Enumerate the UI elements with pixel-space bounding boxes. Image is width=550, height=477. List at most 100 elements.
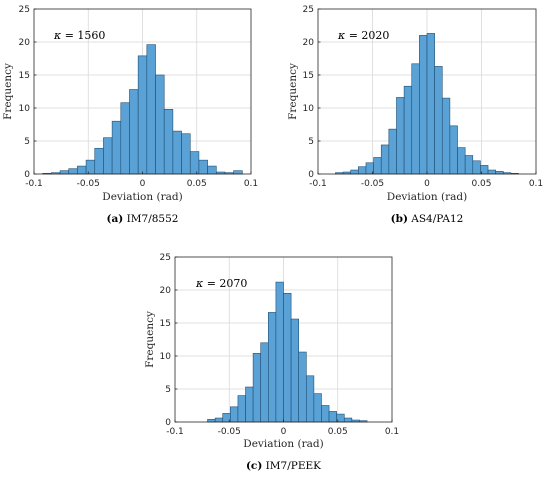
x-tick-label-b: -0.1 (309, 179, 327, 189)
x-tick-label-b: 0.05 (471, 179, 491, 189)
x-tick-label-a: 0 (140, 179, 146, 189)
x-tick-label-b: -0.05 (361, 179, 384, 189)
histogram-bar-a (189, 151, 200, 175)
caption-a: (a) IM7/8552 (107, 213, 179, 225)
histogram-bar-a (59, 170, 70, 175)
y-tick-label-a: 25 (19, 5, 30, 15)
y-axis-label-b: Frequency (287, 63, 299, 120)
histogram-bar-b (358, 166, 367, 175)
histogram-bar-a (103, 137, 113, 175)
histogram-bar-c (298, 351, 307, 423)
histogram-bar-c (237, 395, 246, 423)
histogram-bar-b (350, 169, 359, 175)
histogram-bar-c (328, 411, 337, 423)
histogram-bar-a (137, 55, 148, 175)
histogram-bar-c (283, 292, 292, 423)
histogram-bar-a (120, 102, 130, 175)
x-tick-label-c: -0.1 (166, 427, 184, 437)
histogram-bar-b (388, 128, 397, 175)
y-tick-label-a: 5 (24, 137, 30, 147)
y-tick-label-b: 10 (303, 104, 315, 114)
kappa-annotation-a: κ = 1560 (53, 29, 105, 42)
histogram-bar-a (181, 133, 191, 175)
histogram-bar-c (313, 393, 322, 423)
histogram-bar-a (233, 170, 243, 175)
x-tick-label-a: 0.05 (187, 179, 207, 189)
kappa-annotation-c: κ = 2070 (195, 277, 247, 290)
x-tick-label-a: -0.05 (77, 179, 100, 189)
histogram-bar-b (434, 66, 443, 175)
y-axis-label-a: Frequency (2, 63, 14, 120)
histogram-bar-a (77, 165, 87, 175)
x-tick-label-c: 0 (281, 427, 287, 437)
y-tick-label-c: 10 (160, 352, 172, 362)
y-tick-label-c: 0 (165, 418, 171, 428)
histogram-bar-a (146, 44, 156, 175)
histogram-bar-a (155, 74, 165, 175)
y-tick-label-b: 5 (308, 137, 314, 147)
y-tick-label-a: 0 (24, 170, 30, 180)
bars-a (42, 44, 243, 175)
histogram-bar-b (403, 85, 413, 175)
y-tick-label-c: 15 (160, 319, 171, 329)
y-tick-label-a: 15 (19, 71, 30, 81)
y-tick-label-a: 20 (19, 38, 31, 48)
histogram-bar-a (85, 159, 96, 175)
x-tick-label-c: 0.05 (328, 427, 348, 437)
histogram-bar-c (343, 417, 353, 423)
y-tick-label-c: 25 (160, 253, 171, 263)
x-tick-label-c: 0.1 (385, 427, 399, 437)
histogram-bar-c (260, 342, 269, 423)
y-tick-label-c: 20 (160, 286, 172, 296)
y-tick-label-a: 10 (19, 104, 31, 114)
histogram-bar-c (252, 353, 262, 423)
histogram-bar-c (290, 318, 299, 423)
caption-c: (c) IM7/PEEK (246, 460, 321, 472)
y-tick-label-b: 15 (303, 71, 314, 81)
x-tick-label-c: -0.05 (218, 427, 241, 437)
histogram-bar-b (457, 147, 466, 175)
histogram-bar-b (487, 169, 496, 175)
histogram-bar-b (426, 33, 435, 175)
ticks-c: -0.1 -0.05 0 0.05 0.1 0 5 10 15 20 25 (160, 253, 400, 437)
histogram-bar-c (305, 375, 315, 423)
y-tick-label-c: 5 (165, 385, 171, 395)
histogram-bar-b (411, 63, 420, 175)
x-tick-label-a: 0.1 (244, 179, 258, 189)
ticks-a: -0.1 -0.05 0 0.05 0.1 0 5 10 15 20 25 (19, 5, 259, 189)
histogram-bar-b (380, 144, 390, 175)
x-tick-label-b: 0 (424, 179, 430, 189)
histogram-bar-c (321, 405, 330, 423)
kappa-annotation-b: κ = 2020 (337, 29, 389, 42)
x-tick-label-a: -0.1 (25, 179, 43, 189)
histogram-bar-a (198, 159, 208, 175)
caption-b: (b) AS4/PA12 (391, 213, 464, 225)
ticks-b: -0.1 -0.05 0 0.05 0.1 0 5 10 15 20 25 (303, 5, 544, 189)
histogram-bar-b (472, 160, 481, 175)
histogram-bar-c (268, 312, 277, 423)
histogram-bar-b (449, 125, 458, 175)
x-axis-label-b: Deviation (rad) (387, 191, 467, 203)
panel-a: -0.1 -0.05 0 0.05 0.1 0 5 10 15 20 25 κ = 1560 Dev… (2, 5, 258, 225)
bars-b (335, 33, 519, 175)
histogram-bar-b (419, 35, 428, 175)
histogram-bar-a (163, 109, 174, 175)
panel-c: -0.1 -0.05 0 0.05 0.1 0 5 10 15 20 25 κ = 2070 Dev… (144, 253, 399, 472)
histogram-bar-a (111, 120, 122, 175)
histogram-bar-c (230, 406, 239, 423)
y-tick-label-b: 0 (308, 170, 314, 180)
histogram-bar-a (172, 130, 182, 175)
histogram-bar-c (245, 386, 254, 423)
x-tick-label-b: 0.1 (529, 179, 543, 189)
x-axis-label-c: Deviation (rad) (243, 438, 323, 450)
histogram-bar-a (68, 168, 78, 175)
histogram-bar-b (396, 97, 405, 175)
panel-b: -0.1 -0.05 0 0.05 0.1 0 5 10 15 20 25 κ = 2020 Dev… (287, 5, 543, 225)
histogram-bar-c (214, 417, 224, 423)
y-axis-label-c: Frequency (144, 311, 156, 368)
histogram-bar-a (207, 165, 217, 175)
histogram-bar-a (129, 89, 139, 175)
histogram-bar-a (94, 147, 104, 175)
y-tick-label-b: 25 (303, 5, 314, 15)
